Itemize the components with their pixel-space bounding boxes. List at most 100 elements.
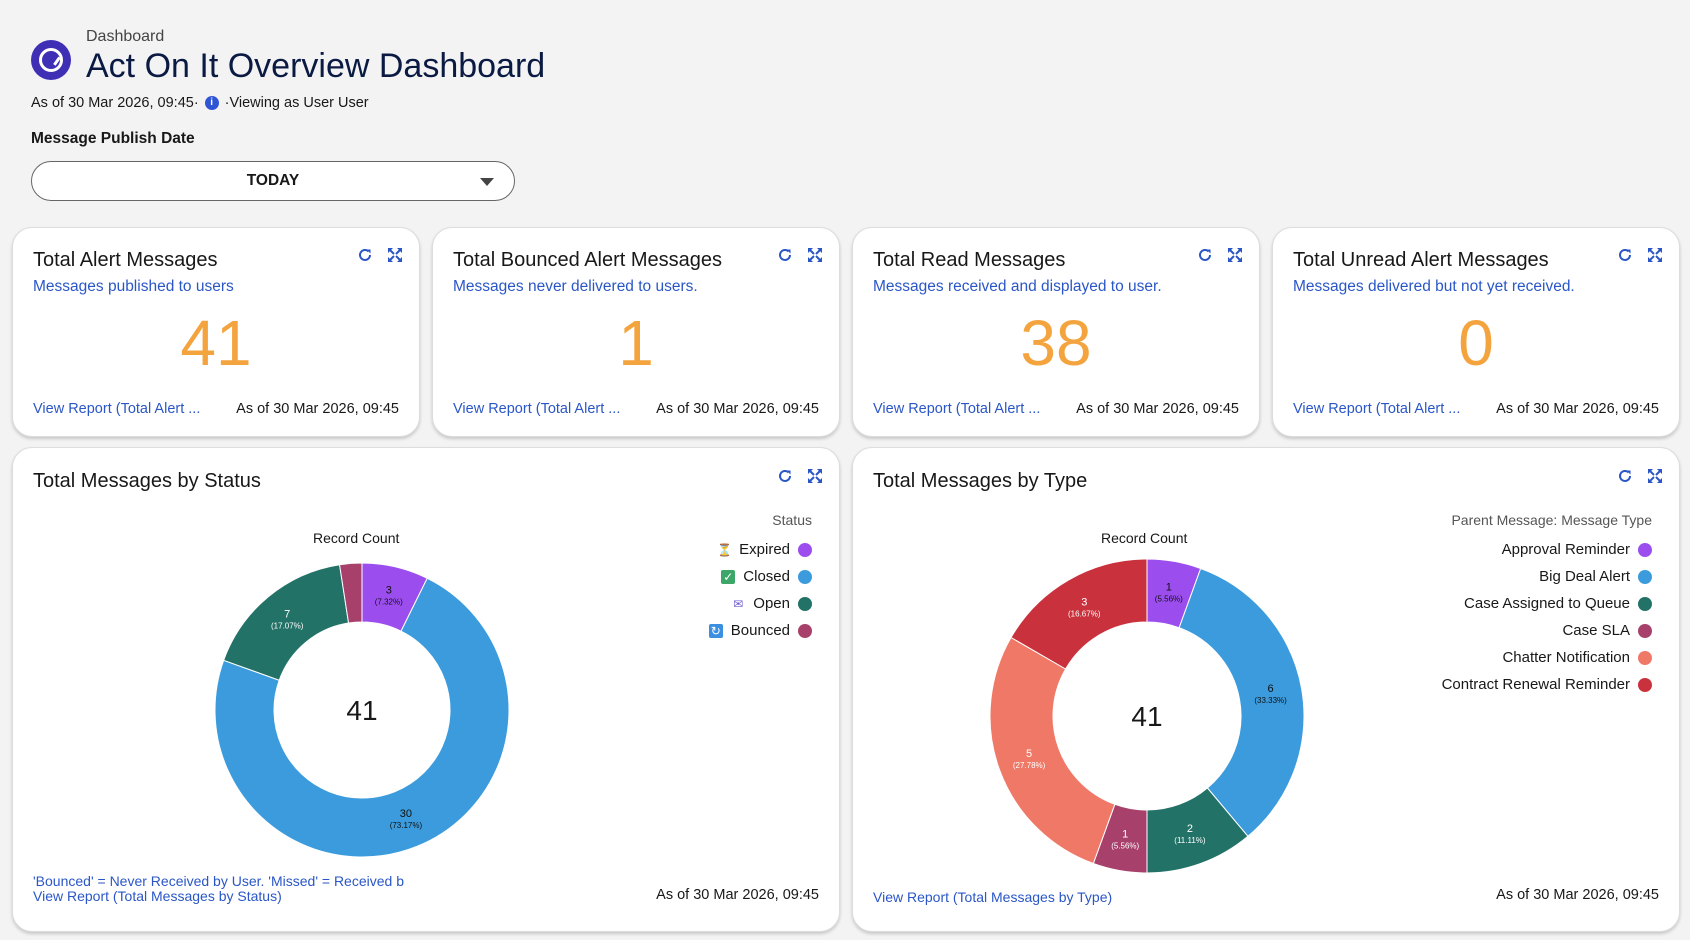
view-report-link[interactable]: View Report (Total Alert ... (1293, 401, 1461, 417)
legend-label: Case SLA (1562, 622, 1630, 639)
as-of-timestamp: As of 30 Mar 2026, 09:45· (31, 95, 199, 111)
card-as-of: As of 30 Mar 2026, 09:45 (656, 401, 819, 417)
card-title: Total Bounced Alert Messages (453, 249, 723, 271)
type-chart-panel: Total Messages by Type Record Count 1 (5.… (852, 447, 1680, 932)
status-donut-chart[interactable]: 3(7.32%) 30(73.17%) 7(17.07%) 41 (13, 448, 841, 933)
donut-slice-closed[interactable] (214, 577, 510, 858)
metric-value: 0 (1458, 307, 1494, 379)
legend-item-big-deal-alert[interactable]: Big Deal Alert (1539, 568, 1652, 585)
view-report-link[interactable]: View Report (Total Alert ... (873, 401, 1041, 417)
publish-date-filter-select[interactable]: TODAY (31, 161, 515, 201)
card-as-of: As of 30 Mar 2026, 09:45 (1076, 401, 1239, 417)
legend-swatch (1638, 596, 1652, 611)
legend-item-closed[interactable]: ✓ Closed (721, 568, 812, 585)
legend-item-expired[interactable]: ⏳ Expired (717, 541, 812, 558)
legend-swatch (1638, 542, 1652, 557)
legend-item-chatter-notification[interactable]: Chatter Notification (1502, 649, 1652, 666)
slice-value-label: 30 (400, 808, 412, 820)
bounce-icon: ↻ (708, 623, 723, 638)
view-report-link[interactable]: View Report (Total Messages by Type) (873, 889, 1113, 905)
donut-slice-bounced[interactable] (338, 562, 363, 624)
slice-percent-label: (17.07%) (271, 621, 304, 630)
metric-value: 38 (1020, 307, 1092, 379)
info-icon[interactable]: i (204, 96, 219, 110)
legend-swatch (1638, 569, 1652, 584)
metric-card-total-unread: Total Unread Alert Messages Messages del… (1272, 227, 1680, 437)
slice-value-label: 1 (1166, 581, 1172, 593)
filter-value: TODAY (246, 172, 300, 189)
donut-slice-contract-renewal-reminder[interactable] (1010, 558, 1148, 670)
slice-percent-label: (5.56%) (1111, 842, 1139, 851)
legend-swatch (798, 623, 812, 638)
view-report-link[interactable]: View Report (Total Messages by Status) (33, 888, 282, 904)
refresh-icon[interactable] (777, 247, 793, 263)
open-icon: ✉ (733, 596, 744, 611)
slice-percent-label: (11.11%) (1174, 836, 1206, 845)
bounced-note: 'Bounced' = Never Received by User. 'Mis… (33, 873, 404, 889)
metric-card-total-read: Total Read Messages Messages received an… (852, 227, 1260, 437)
view-report-link[interactable]: View Report (Total Alert ... (453, 401, 621, 417)
legend-item-case-assigned[interactable]: Case Assigned to Queue (1464, 595, 1652, 612)
legend-label: Expired (739, 541, 790, 558)
card-subtitle[interactable]: Messages never delivered to users. (453, 278, 698, 295)
legend-label: Contract Renewal Reminder (1441, 676, 1630, 693)
legend-label: Chatter Notification (1502, 649, 1630, 666)
expand-icon[interactable] (807, 247, 823, 263)
check-box-icon: ✓ (721, 569, 736, 584)
card-as-of: As of 30 Mar 2026, 09:45 (236, 401, 399, 417)
breadcrumb[interactable]: Dashboard (86, 28, 165, 45)
metric-value: 41 (180, 307, 252, 379)
card-title: Total Read Messages (873, 249, 1066, 271)
legend-label: Big Deal Alert (1539, 568, 1630, 585)
chart-subtitle: Record Count (313, 530, 400, 546)
donut-center-total: 41 (346, 695, 377, 726)
legend-item-bounced[interactable]: ↻ Bounced (708, 622, 812, 639)
expand-icon[interactable] (387, 247, 403, 263)
donut-slice-chatter-notification[interactable] (989, 636, 1116, 865)
legend-item-approval-reminder[interactable]: Approval Reminder (1502, 541, 1652, 558)
slice-percent-label: (73.17%) (390, 821, 423, 830)
legend-swatch (798, 596, 812, 611)
legend-label: Open (753, 595, 790, 612)
slice-percent-label: (7.32%) (375, 598, 403, 607)
legend-title: Parent Message: Message Type (1451, 512, 1652, 528)
chart-title: Total Messages by Status (33, 470, 261, 492)
card-title: Total Alert Messages (33, 249, 218, 271)
legend-swatch (1638, 650, 1652, 665)
view-report-link[interactable]: View Report (Total Alert ... (33, 401, 201, 417)
card-subtitle[interactable]: Messages delivered but not yet received. (1293, 278, 1575, 295)
refresh-icon[interactable] (1617, 468, 1633, 484)
legend-item-case-sla[interactable]: Case SLA (1562, 622, 1652, 639)
type-donut-chart[interactable]: 1(5.56%)6(33.33%)2(11.11%)1(5.56%)5(27.7… (853, 448, 1681, 933)
expand-icon[interactable] (1227, 247, 1243, 263)
legend-item-open[interactable]: ✉ Open (731, 595, 812, 612)
chart-title: Total Messages by Type (873, 470, 1088, 492)
expand-icon[interactable] (1647, 247, 1663, 263)
legend-swatch (1638, 623, 1652, 638)
card-subtitle[interactable]: Messages received and displayed to user. (873, 278, 1162, 295)
slice-percent-label: (27.78%) (1013, 761, 1046, 770)
donut-slice-big-deal-alert[interactable] (1178, 567, 1305, 837)
status-chart-panel: Total Messages by Status Record Count 3(… (12, 447, 840, 932)
legend-label: Closed (743, 568, 790, 585)
legend-swatch (1638, 677, 1652, 692)
refresh-icon[interactable] (777, 468, 793, 484)
slice-value-label: 2 (1187, 823, 1193, 835)
expand-icon[interactable] (1647, 468, 1663, 484)
metric-card-total-alert: Total Alert Messages Messages published … (12, 227, 420, 437)
expand-icon[interactable] (807, 468, 823, 484)
slice-value-label: 3 (386, 585, 392, 597)
slice-percent-label: (16.67%) (1068, 609, 1101, 618)
card-subtitle[interactable]: Messages published to users (33, 278, 234, 295)
legend-swatch (798, 542, 812, 557)
metric-card-total-bounced: Total Bounced Alert Messages Messages ne… (432, 227, 840, 437)
refresh-icon[interactable] (1197, 247, 1213, 263)
slice-value-label: 3 (1081, 596, 1087, 608)
legend-title: Status (772, 512, 812, 528)
legend-label: Bounced (730, 622, 790, 639)
card-as-of: As of 30 Mar 2026, 09:45 (1496, 401, 1659, 417)
slice-percent-label: (33.33%) (1254, 696, 1287, 705)
refresh-icon[interactable] (357, 247, 373, 263)
legend-item-contract-renewal[interactable]: Contract Renewal Reminder (1442, 676, 1652, 693)
refresh-icon[interactable] (1617, 247, 1633, 263)
